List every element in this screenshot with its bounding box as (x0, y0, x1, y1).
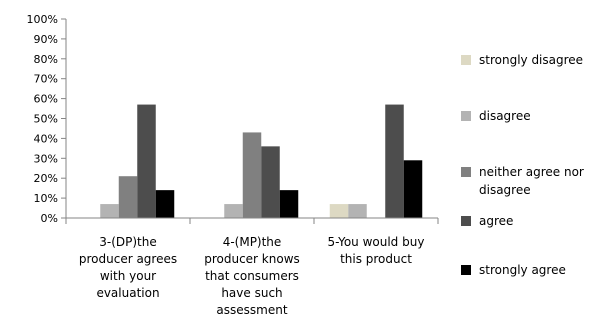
legend: strongly disagree disagree neither agree n… (461, 53, 584, 277)
legend-swatch (461, 111, 471, 121)
x-category-label: 3-(DP)the (99, 235, 157, 249)
x-category-label: have such (221, 286, 282, 300)
bar-strongly-agree-3 (403, 160, 423, 218)
y-tick-label: 10% (34, 192, 58, 205)
bar-disagree-3 (348, 204, 367, 218)
bar-strongly-agree-2 (279, 190, 299, 218)
legend-swatch (461, 55, 471, 65)
x-category-label: this product (340, 252, 412, 266)
legend-swatch (461, 167, 471, 177)
bar-disagree-2 (224, 204, 243, 218)
y-tick-label: 100% (27, 13, 58, 26)
y-tick-label: 40% (34, 132, 58, 145)
legend-label: strongly disagree (479, 53, 583, 67)
bar-agree-3 (385, 104, 404, 218)
bars (100, 104, 423, 218)
y-tick-label: 80% (34, 53, 58, 66)
legend-swatch (461, 216, 471, 226)
x-category-label: producer knows (204, 252, 300, 266)
bar-neither-agree-nor-disagree-2 (242, 132, 262, 218)
bar-neither-agree-nor-disagree-1 (118, 176, 138, 218)
legend-label: disagree (479, 183, 531, 197)
bar-disagree-1 (100, 204, 119, 218)
bar-agree-1 (137, 104, 156, 218)
x-category-label: with your (100, 269, 156, 283)
x-category-label: 4-(MP)the (223, 235, 282, 249)
y-axis: 0% 10% 20% 30% 40% 50% 60% 70% 80% 90% 100% (27, 13, 67, 225)
legend-label: neither agree nor (479, 165, 584, 179)
x-category-label: 5-You would buy (328, 235, 425, 249)
x-axis: 3-(DP)the producer agrees with your evaluat… (65, 217, 439, 317)
legend-swatch (461, 265, 471, 275)
legend-label: agree (479, 214, 513, 228)
y-tick-label: 50% (34, 113, 58, 126)
x-category-label: that consumers (205, 269, 299, 283)
x-category-label: assessment (216, 303, 287, 317)
y-tick-label: 20% (34, 172, 58, 185)
legend-label: strongly agree (479, 263, 566, 277)
y-tick-label: 60% (34, 93, 58, 106)
bar-strongly-agree-1 (155, 190, 175, 218)
bar-strongly-disagree-3 (329, 204, 349, 218)
y-tick-label: 30% (34, 152, 58, 165)
y-tick-label: 90% (34, 33, 58, 46)
y-tick-label: 70% (34, 73, 58, 86)
x-category-label: evaluation (96, 286, 159, 300)
legend-label: disagree (479, 109, 531, 123)
y-tick-label: 0% (41, 212, 58, 225)
x-category-label: producer agrees (79, 252, 177, 266)
bar-agree-2 (261, 146, 280, 218)
